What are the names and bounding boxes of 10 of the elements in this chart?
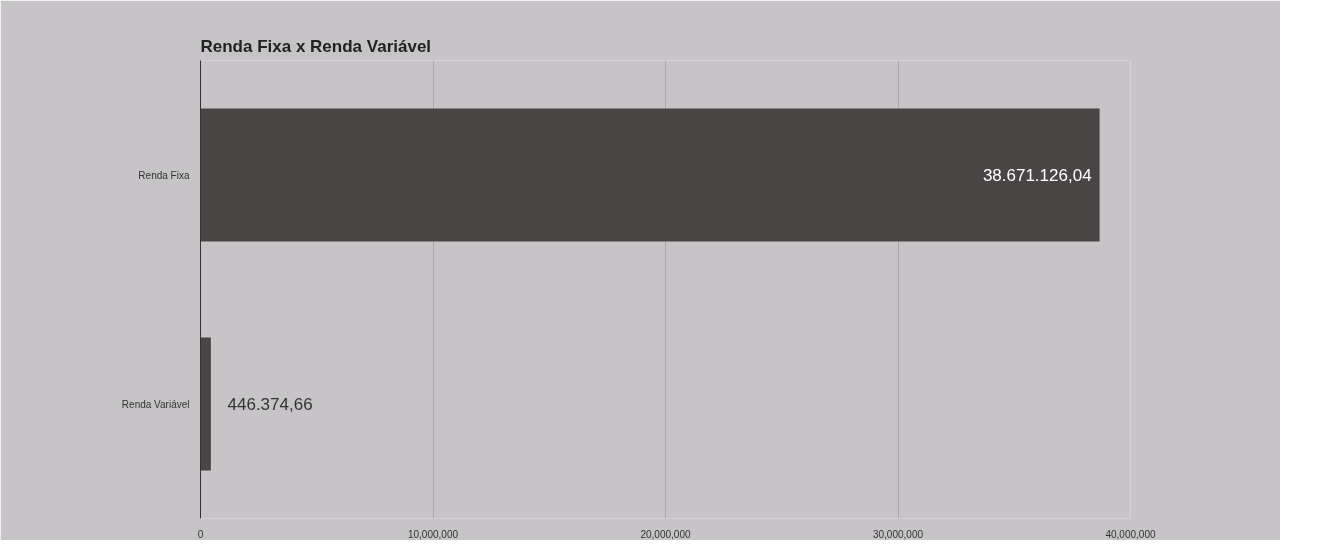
x-tick-label: 20,000,000 — [640, 528, 691, 540]
x-tick-label: 30,000,000 — [872, 528, 924, 540]
chart-title: Renda Fixa x Renda Variável — [200, 36, 432, 56]
x-tick-label: 0 — [197, 528, 204, 540]
x-tick-label: 10,000,000 — [407, 528, 459, 540]
data-label: 446.374,66 — [227, 395, 313, 414]
y-tick-label: Renda Fixa — [138, 169, 190, 181]
y-tick-label: Renda Variável — [121, 398, 190, 410]
data-label: 38.671.126,04 — [982, 166, 1092, 185]
x-tick-label: 40,000,000 — [1105, 528, 1156, 540]
